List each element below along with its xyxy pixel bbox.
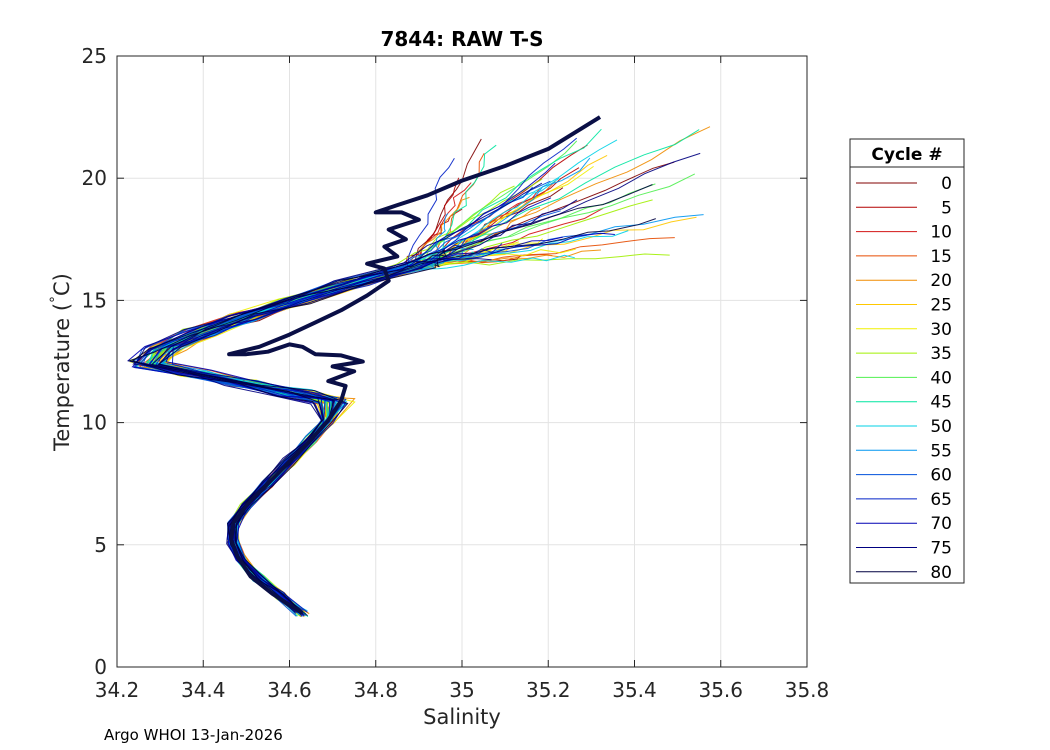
legend-label: 55 xyxy=(930,441,952,461)
legend-label: 45 xyxy=(930,393,952,413)
legend-label: 15 xyxy=(930,247,952,267)
y-tick-label: 20 xyxy=(82,166,107,190)
legend-label: 0 xyxy=(941,174,952,194)
x-tick-label: 34.2 xyxy=(95,678,140,702)
legend-label: 75 xyxy=(930,539,952,559)
y-axis-label-prefix: Temperature ( xyxy=(50,303,74,452)
x-axis-label: Salinity xyxy=(423,705,501,729)
series-group xyxy=(127,115,711,618)
legend-label: 30 xyxy=(930,320,952,340)
grid xyxy=(116,55,808,668)
degree-symbol: ° xyxy=(48,296,64,303)
legend-label: 60 xyxy=(930,466,952,486)
legend-box xyxy=(849,138,965,584)
y-tick-label: 25 xyxy=(82,44,107,68)
x-tick-label: 35.6 xyxy=(698,678,743,702)
cycle-profile-line xyxy=(157,249,448,617)
legend-label: 5 xyxy=(941,198,952,218)
y-axis-label: Temperature (°C) xyxy=(48,273,74,452)
x-tick-label: 34.4 xyxy=(181,678,226,702)
y-tick-labels: 0 5 10 15 20 25 xyxy=(82,44,107,679)
legend-label: 50 xyxy=(930,417,952,437)
x-tick-label: 34.8 xyxy=(353,678,398,702)
x-tick-label: 35.4 xyxy=(612,678,657,702)
legend-label: 80 xyxy=(930,563,952,583)
legend-label: 35 xyxy=(930,344,952,364)
y-tick-label: 15 xyxy=(82,288,107,312)
legend-label: 40 xyxy=(930,368,952,388)
x-tick-label: 34.6 xyxy=(267,678,312,702)
cycle-profile-line xyxy=(127,197,552,611)
legend-label: 25 xyxy=(930,296,952,316)
x-tick-label: 35.8 xyxy=(785,678,830,702)
legend-title: Cycle # xyxy=(871,145,942,165)
legend-label: 20 xyxy=(930,271,952,291)
legend: Cycle # 0 5 10 15 20 25 30 35 40 45 50 55 60 65 70 75 80 xyxy=(849,138,965,584)
cycle-profile-line xyxy=(150,218,656,614)
y-tick-label: 5 xyxy=(94,533,107,557)
y-tick-label: 10 xyxy=(82,411,107,435)
legend-label: 70 xyxy=(930,514,952,534)
x-tick-labels: 34.2 34.4 34.6 34.8 35 35.2 35.4 35.6 35.8 xyxy=(95,678,830,702)
cycle-profile-line xyxy=(148,236,563,617)
x-tick-label: 35 xyxy=(449,678,474,702)
latest-cycle-line xyxy=(227,115,602,615)
y-tick-label: 0 xyxy=(94,655,107,679)
ticks xyxy=(116,55,808,668)
chart-title: 7844: RAW T-S xyxy=(380,27,543,51)
footer-text: Argo WHOI 13-Jan-2026 xyxy=(104,726,283,744)
cycle-profile-line xyxy=(131,184,653,613)
legend-label: 65 xyxy=(930,490,952,510)
y-axis-label-unit: C) xyxy=(50,273,74,296)
legend-label: 10 xyxy=(930,223,952,243)
x-tick-label: 35.2 xyxy=(526,678,571,702)
